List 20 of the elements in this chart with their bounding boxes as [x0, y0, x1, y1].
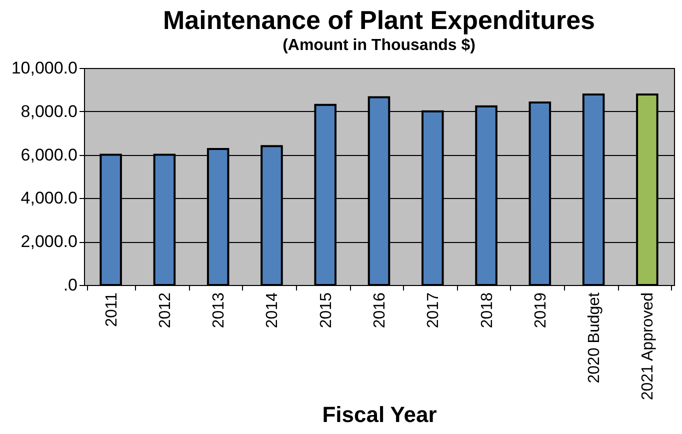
x-tick-label: 2020 Budget — [586, 292, 604, 384]
x-tick-label: 2015 — [318, 292, 335, 328]
x-tick-label: 2014 — [264, 292, 282, 328]
y-tick-label: .0 — [63, 276, 78, 294]
x-tick-label: 2016 — [372, 292, 388, 328]
y-tick-label: 6,000.0 — [20, 145, 78, 164]
chart-title: Maintenance of Plant Expenditures — [163, 5, 595, 35]
chart-subtitle: (Amount in Thousands $) — [282, 37, 476, 54]
x-tick-label: 2017 — [425, 292, 442, 328]
x-axis-title: Fiscal Year — [322, 402, 438, 428]
x-tick-label: 2019 — [532, 292, 550, 328]
y-tick-label: 8,000.0 — [20, 102, 78, 121]
x-tick-label: 2011 — [103, 292, 120, 327]
y-tick-label: 4,000.0 — [20, 188, 78, 208]
y-tick-label: 10,000.0 — [11, 58, 78, 78]
x-tick-label: 2021 Approved — [640, 292, 657, 400]
x-tick-label: 2018 — [478, 292, 496, 328]
y-tick-label: 2,000.0 — [20, 232, 78, 252]
x-tick-label: 2012 — [156, 292, 174, 328]
x-tick-label: 2013 — [210, 292, 228, 328]
